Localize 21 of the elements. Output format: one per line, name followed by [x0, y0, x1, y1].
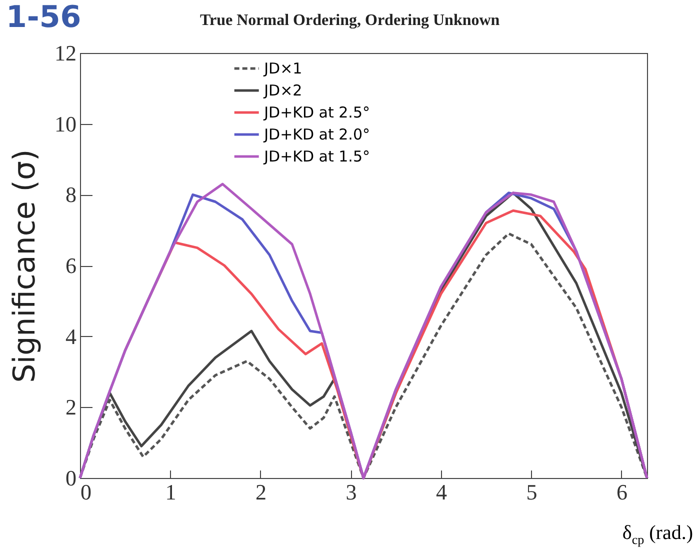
x-tick-label: 3 — [346, 480, 357, 504]
y-tick-label: 8 — [66, 182, 76, 208]
y-tick-label: 4 — [66, 324, 76, 349]
x-tick-label: 5 — [526, 480, 538, 504]
x-tick-label: 2 — [255, 480, 266, 504]
y-tick-label: 6 — [66, 253, 76, 278]
y-tick-label: 10 — [54, 111, 76, 136]
x-axis-title: δ$_{cp}$ (rad.) — [622, 522, 693, 548]
text: 1-56 — [6, 0, 82, 35]
x-tick-label: 6 — [616, 480, 628, 504]
y-axis-title: Significance (σ) — [8, 149, 42, 383]
x-tick-label: 4 — [436, 480, 447, 504]
x-tick-label: 1 — [165, 480, 176, 504]
chart-title: True Normal Ordering, Ordering Unknown — [200, 12, 500, 29]
legend-label: JD+KD at 2.0° — [263, 126, 370, 144]
legend-label: JD+KD at 1.5° — [263, 148, 370, 166]
y-tick-label: 2 — [66, 394, 76, 420]
legend-label: JD+KD at 2.5° — [263, 104, 370, 122]
y-tick-label: 12 — [54, 40, 76, 66]
legend-label: JD×1 — [263, 60, 302, 78]
legend-label: JD×2 — [263, 82, 302, 100]
